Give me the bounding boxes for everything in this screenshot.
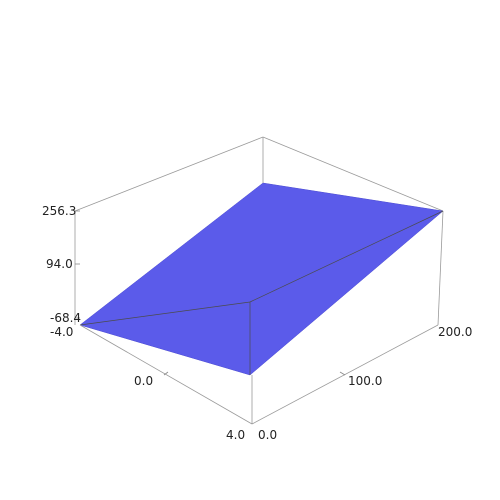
axis-tick-marks (75, 210, 346, 376)
y-tick-label-mid: 100.0 (348, 374, 382, 388)
z-tick-label-max: 256.3 (42, 204, 76, 218)
surface-edges (79, 210, 444, 375)
x-tick-label-mid: 0.0 (134, 374, 153, 388)
surface-plane (79, 182, 444, 376)
y-tick-label-max: 200.0 (438, 325, 472, 339)
z-tick-label-min: -68.4 (50, 311, 81, 325)
x-tick-label-max: 4.0 (226, 428, 245, 442)
bounding-box-back (74, 136, 444, 326)
bounding-box-front (79, 324, 439, 425)
z-tick-label-mid: 94.0 (46, 257, 73, 271)
y-tick-label-min: 0.0 (258, 428, 277, 442)
x-tick-label-min: -4.0 (50, 325, 73, 339)
